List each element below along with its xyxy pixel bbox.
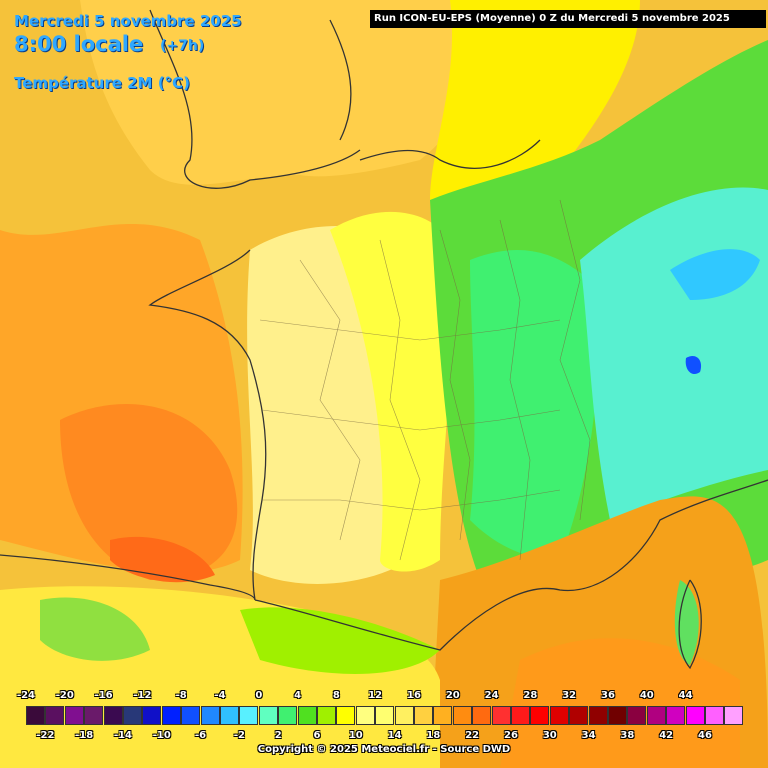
- legend-bottom-label: 22: [465, 730, 480, 741]
- legend-top-label: 16: [407, 690, 421, 701]
- legend-top-label: 4: [294, 690, 302, 701]
- legend-swatch: [472, 706, 492, 725]
- legend-swatch: [491, 706, 511, 725]
- legend-swatch: [239, 706, 259, 725]
- legend-top-label: 40: [639, 690, 654, 701]
- med-warm-patch: [500, 638, 740, 768]
- legend-swatch: [608, 706, 627, 725]
- legend-swatch: [646, 706, 666, 725]
- legend-swatch: [317, 706, 336, 725]
- legend-swatch: [705, 706, 724, 725]
- legend-bottom-label: 14: [387, 730, 402, 741]
- legend-swatch: [84, 706, 104, 725]
- legend-bottom-label: 42: [659, 730, 674, 741]
- map-time: 8:00 locale: [14, 32, 144, 56]
- legend-swatch: [452, 706, 472, 725]
- legend-swatch: [511, 706, 530, 725]
- east-bright-green: [470, 250, 600, 560]
- legend-top-label: -4: [214, 690, 226, 701]
- legend-bottom-label: 34: [581, 730, 596, 741]
- legend-bottom-label: 46: [698, 730, 712, 741]
- legend-swatch: [278, 706, 298, 725]
- map-offset: (+7h): [160, 38, 205, 54]
- legend-swatch: [549, 706, 569, 725]
- legend-top-label: 36: [601, 690, 615, 701]
- legend-bottom-label: 26: [504, 730, 518, 741]
- legend-bottom-label: 10: [348, 730, 363, 741]
- legend-top-label: -24: [16, 690, 36, 701]
- pyrenees-green: [240, 607, 440, 674]
- legend-top-label: 24: [484, 690, 499, 701]
- france-central-yellow: [330, 211, 453, 572]
- legend-swatch: [336, 706, 356, 725]
- legend-swatch: [123, 706, 142, 725]
- legend-bottom-label: 38: [620, 730, 635, 741]
- legend-swatch: [181, 706, 201, 725]
- legend-bottom-label: -22: [36, 730, 55, 741]
- spain-green-patch: [40, 597, 150, 661]
- uk-zone: [80, 0, 520, 185]
- legend-top-label: -20: [55, 690, 74, 701]
- copyright: Copyright © 2025 Meteociel.fr - Source D…: [257, 744, 511, 755]
- alpine-cold-spot: [670, 249, 760, 300]
- run-label: Run ICON-EU-EPS (Moyenne) 0 Z du Mercred…: [370, 10, 766, 28]
- legend-swatch: [26, 706, 45, 725]
- legend-swatch: [530, 706, 550, 725]
- legend-bottom-label: -2: [233, 730, 245, 741]
- map-variable: Température 2M (°C): [14, 74, 190, 92]
- legend-bottom-label: -6: [195, 730, 207, 741]
- atlantic-hot-zone: [60, 404, 238, 580]
- legend-bottom-label: 30: [542, 730, 557, 741]
- map-date: Mercredi 5 novembre 2025: [14, 12, 242, 30]
- alpine-cold-spot-2: [685, 355, 702, 375]
- legend-swatch: [161, 706, 181, 725]
- legend-swatch: [103, 706, 123, 725]
- legend-top-label: -16: [94, 690, 113, 701]
- coastlines: [0, 9, 768, 670]
- borders: [259, 199, 591, 561]
- legend-swatch: [200, 706, 220, 725]
- legend-bottom-label: 6: [313, 730, 321, 741]
- legend-swatch: [64, 706, 84, 725]
- legend-top-label: -12: [133, 690, 152, 701]
- legend-top-label: 20: [445, 690, 460, 701]
- legend-top-label: 0: [255, 690, 263, 701]
- legend-bottom-label: -14: [113, 730, 133, 741]
- legend-bottom-label: 2: [274, 730, 282, 741]
- legend-top-label: -8: [175, 690, 187, 701]
- north-yellow-zone: [430, 0, 640, 204]
- legend-swatch: [45, 706, 65, 725]
- legend-top-label: 44: [678, 690, 693, 701]
- legend-swatch: [666, 706, 686, 725]
- legend-swatch: [375, 706, 395, 725]
- legend-swatch: [433, 706, 453, 725]
- legend-swatch: [142, 706, 162, 725]
- legend-swatch: [297, 706, 317, 725]
- legend-swatch: [724, 706, 744, 725]
- legend-swatch: [627, 706, 647, 725]
- legend-swatch: [569, 706, 589, 725]
- legend-top-label: 12: [368, 690, 383, 701]
- legend-bottom-label: -10: [152, 730, 171, 741]
- legend-top-label: 32: [562, 690, 577, 701]
- legend-bottom-label: 18: [426, 730, 441, 741]
- legend-swatch: [258, 706, 278, 725]
- legend-swatch: [685, 706, 705, 725]
- legend-top-label: 28: [523, 690, 538, 701]
- legend-swatch: [355, 706, 375, 725]
- corsica: [674, 580, 699, 665]
- legend-top-label: 8: [332, 690, 340, 701]
- legend-swatch: [588, 706, 608, 725]
- legend-swatch: [220, 706, 239, 725]
- legend-swatch: [414, 706, 433, 725]
- legend-bottom-label: -18: [75, 730, 94, 741]
- legend-swatch: [394, 706, 414, 725]
